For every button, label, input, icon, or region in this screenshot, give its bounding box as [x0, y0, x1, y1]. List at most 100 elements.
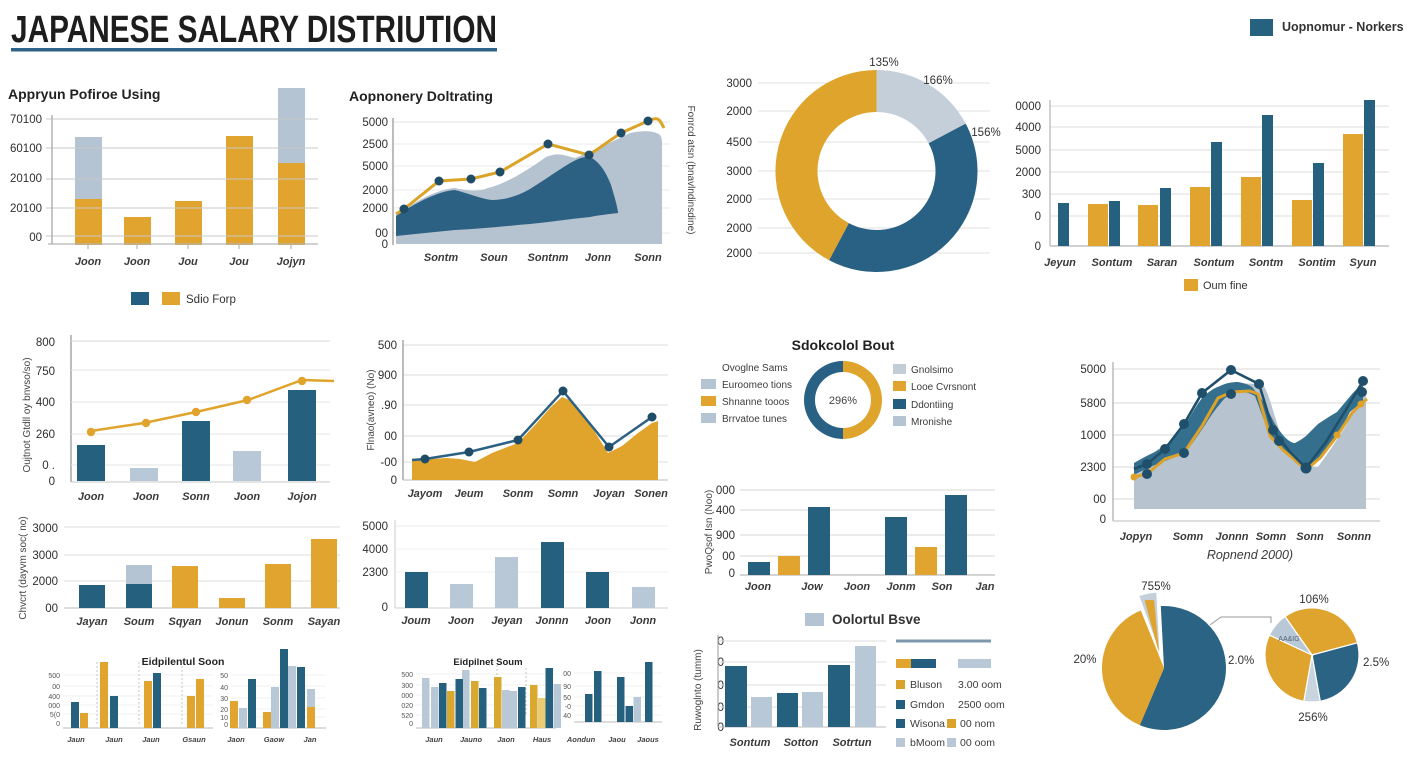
svg-text:0: 0 — [56, 721, 60, 728]
svg-text:400: 400 — [48, 694, 60, 701]
svg-text:Joon: Joon — [448, 615, 475, 627]
svg-text:Soun: Soun — [480, 252, 508, 264]
svg-text:5800: 5800 — [1080, 398, 1106, 410]
svg-text:Saran: Saran — [1147, 257, 1178, 269]
svg-text:Sqyan: Sqyan — [168, 616, 201, 628]
svg-text:Looe Cvrsnont: Looe Cvrsnont — [911, 382, 976, 393]
svg-text:Sayan: Sayan — [308, 616, 341, 628]
svg-text:Gsaun: Gsaun — [182, 735, 206, 744]
svg-text:40: 40 — [220, 685, 228, 692]
svg-text:2000: 2000 — [726, 106, 752, 118]
svg-text:0: 0 — [391, 475, 397, 487]
svg-text:900: 900 — [716, 530, 735, 542]
svg-text:000: 000 — [48, 703, 60, 710]
svg-text:Aopnonery Doltrating: Aopnonery Doltrating — [349, 88, 493, 104]
svg-text:Sontum: Sontum — [1092, 257, 1133, 269]
svg-text:Jonn: Jonn — [585, 252, 612, 264]
svg-text:020: 020 — [401, 703, 413, 710]
svg-text:Jou: Jou — [178, 256, 198, 268]
svg-text:106%: 106% — [1299, 594, 1328, 606]
svg-text:Jaun: Jaun — [105, 735, 123, 744]
svg-text:Sotrtun: Sotrtun — [832, 737, 871, 749]
svg-text:5000: 5000 — [362, 161, 388, 173]
svg-text:0: 0 — [49, 476, 55, 488]
svg-text:Jaou: Jaou — [608, 735, 626, 744]
svg-text:Jaous: Jaous — [637, 735, 659, 744]
svg-text:2000: 2000 — [726, 248, 752, 260]
svg-text:2.5%: 2.5% — [1363, 657, 1389, 669]
svg-text:Joyan: Joyan — [593, 488, 625, 500]
svg-text:000: 000 — [401, 693, 413, 700]
svg-text:Sonm: Sonm — [503, 488, 534, 500]
svg-text:-00: -00 — [380, 457, 397, 469]
svg-text:Sonn: Sonn — [182, 491, 210, 503]
svg-text:Brrvatoe tunes: Brrvatoe tunes — [722, 414, 787, 425]
svg-text:Fonrcd atsn (bnavlndinsdine): Fonrcd atsn (bnavlndinsdine) — [685, 106, 696, 235]
svg-text:Flnao(avneo) (No): Flnao(avneo) (No) — [366, 369, 377, 450]
svg-text:Jaun: Jaun — [67, 735, 85, 744]
svg-text:bMoom: bMoom — [910, 737, 945, 749]
svg-text:Jauno: Jauno — [460, 735, 483, 744]
svg-text:5000: 5000 — [362, 117, 388, 129]
svg-text:Jan: Jan — [976, 581, 995, 593]
svg-text:400: 400 — [36, 397, 55, 409]
svg-text:Sontum: Sontum — [1194, 257, 1235, 269]
svg-text:156%: 156% — [971, 127, 1000, 139]
svg-text:3000: 3000 — [32, 550, 58, 562]
svg-text:Sonnn: Sonnn — [1337, 531, 1371, 543]
svg-text:Sontim: Sontim — [1298, 257, 1335, 269]
svg-text:Sontm: Sontm — [1249, 257, 1283, 269]
svg-text:Somn: Somn — [1256, 531, 1287, 543]
svg-text:Joon: Joon — [585, 615, 612, 627]
svg-text:Joon: Joon — [75, 256, 102, 268]
svg-text:300: 300 — [401, 683, 413, 690]
svg-text:50: 50 — [563, 695, 571, 702]
svg-text:00: 00 — [563, 671, 571, 678]
svg-text:Jopyn: Jopyn — [1120, 531, 1153, 543]
svg-text:Euroomeo tions: Euroomeo tions — [722, 380, 792, 391]
svg-text:10: 10 — [220, 715, 228, 722]
svg-text:Jan: Jan — [304, 735, 317, 744]
svg-text:Jayan: Jayan — [76, 616, 107, 628]
svg-text:Appryun Pofiroe Using: Appryun Pofiroe Using — [8, 86, 160, 102]
svg-text:2000: 2000 — [1015, 167, 1041, 179]
svg-text:Eidpilnet Soum: Eidpilnet Soum — [453, 657, 522, 668]
svg-text:Ruwoglnto (tumm): Ruwoglnto (tumm) — [693, 649, 704, 731]
svg-text:00: 00 — [375, 228, 388, 240]
svg-text:Jonm: Jonm — [886, 581, 916, 593]
svg-text:5000: 5000 — [1080, 364, 1106, 376]
svg-text:0: 0 — [382, 239, 388, 251]
svg-text:Joon: Joon — [78, 491, 105, 503]
svg-text:Soum: Soum — [124, 616, 155, 628]
svg-text:00: 00 — [52, 684, 60, 691]
svg-text:Mronishe: Mronishe — [911, 417, 953, 428]
svg-text:Jeyan: Jeyan — [491, 615, 522, 627]
svg-text:Joon: Joon — [133, 491, 160, 503]
svg-text:00: 00 — [29, 232, 42, 244]
svg-text:00: 00 — [722, 551, 735, 563]
svg-text:Joum: Joum — [401, 615, 431, 627]
svg-text:Eidpilentul Soon: Eidpilentul Soon — [142, 656, 225, 668]
svg-text:Jonnn: Jonnn — [1216, 531, 1249, 543]
svg-text:Jow: Jow — [801, 581, 824, 593]
svg-text:Chvcrt (dayvm soc( no): Chvcrt (dayvm soc( no) — [18, 516, 29, 619]
svg-text:Jou: Jou — [229, 256, 249, 268]
svg-text:Jaon: Jaon — [497, 735, 515, 744]
svg-text:Jonnn: Jonnn — [536, 615, 569, 627]
svg-text:2000: 2000 — [32, 576, 58, 588]
svg-text:Bluson: Bluson — [910, 679, 942, 691]
svg-text:Sontnm: Sontnm — [528, 252, 569, 264]
svg-text:260: 260 — [36, 429, 55, 441]
svg-text:135%: 135% — [869, 57, 898, 69]
svg-text:2300: 2300 — [362, 567, 388, 579]
svg-text:Joon: Joon — [844, 581, 871, 593]
svg-text:60100: 60100 — [10, 143, 42, 155]
svg-text:Jaun: Jaun — [142, 735, 160, 744]
svg-text:2000: 2000 — [362, 203, 388, 215]
svg-text:Sdokcolol Bout: Sdokcolol Bout — [792, 337, 895, 353]
svg-text:PwoQsof Isn (Noo): PwoQsof Isn (Noo) — [704, 490, 715, 574]
svg-text:4000: 4000 — [1015, 122, 1041, 134]
svg-text:2.0%: 2.0% — [1228, 655, 1254, 667]
svg-text:755%: 755% — [1141, 581, 1170, 593]
svg-text:-0: -0 — [565, 704, 571, 711]
